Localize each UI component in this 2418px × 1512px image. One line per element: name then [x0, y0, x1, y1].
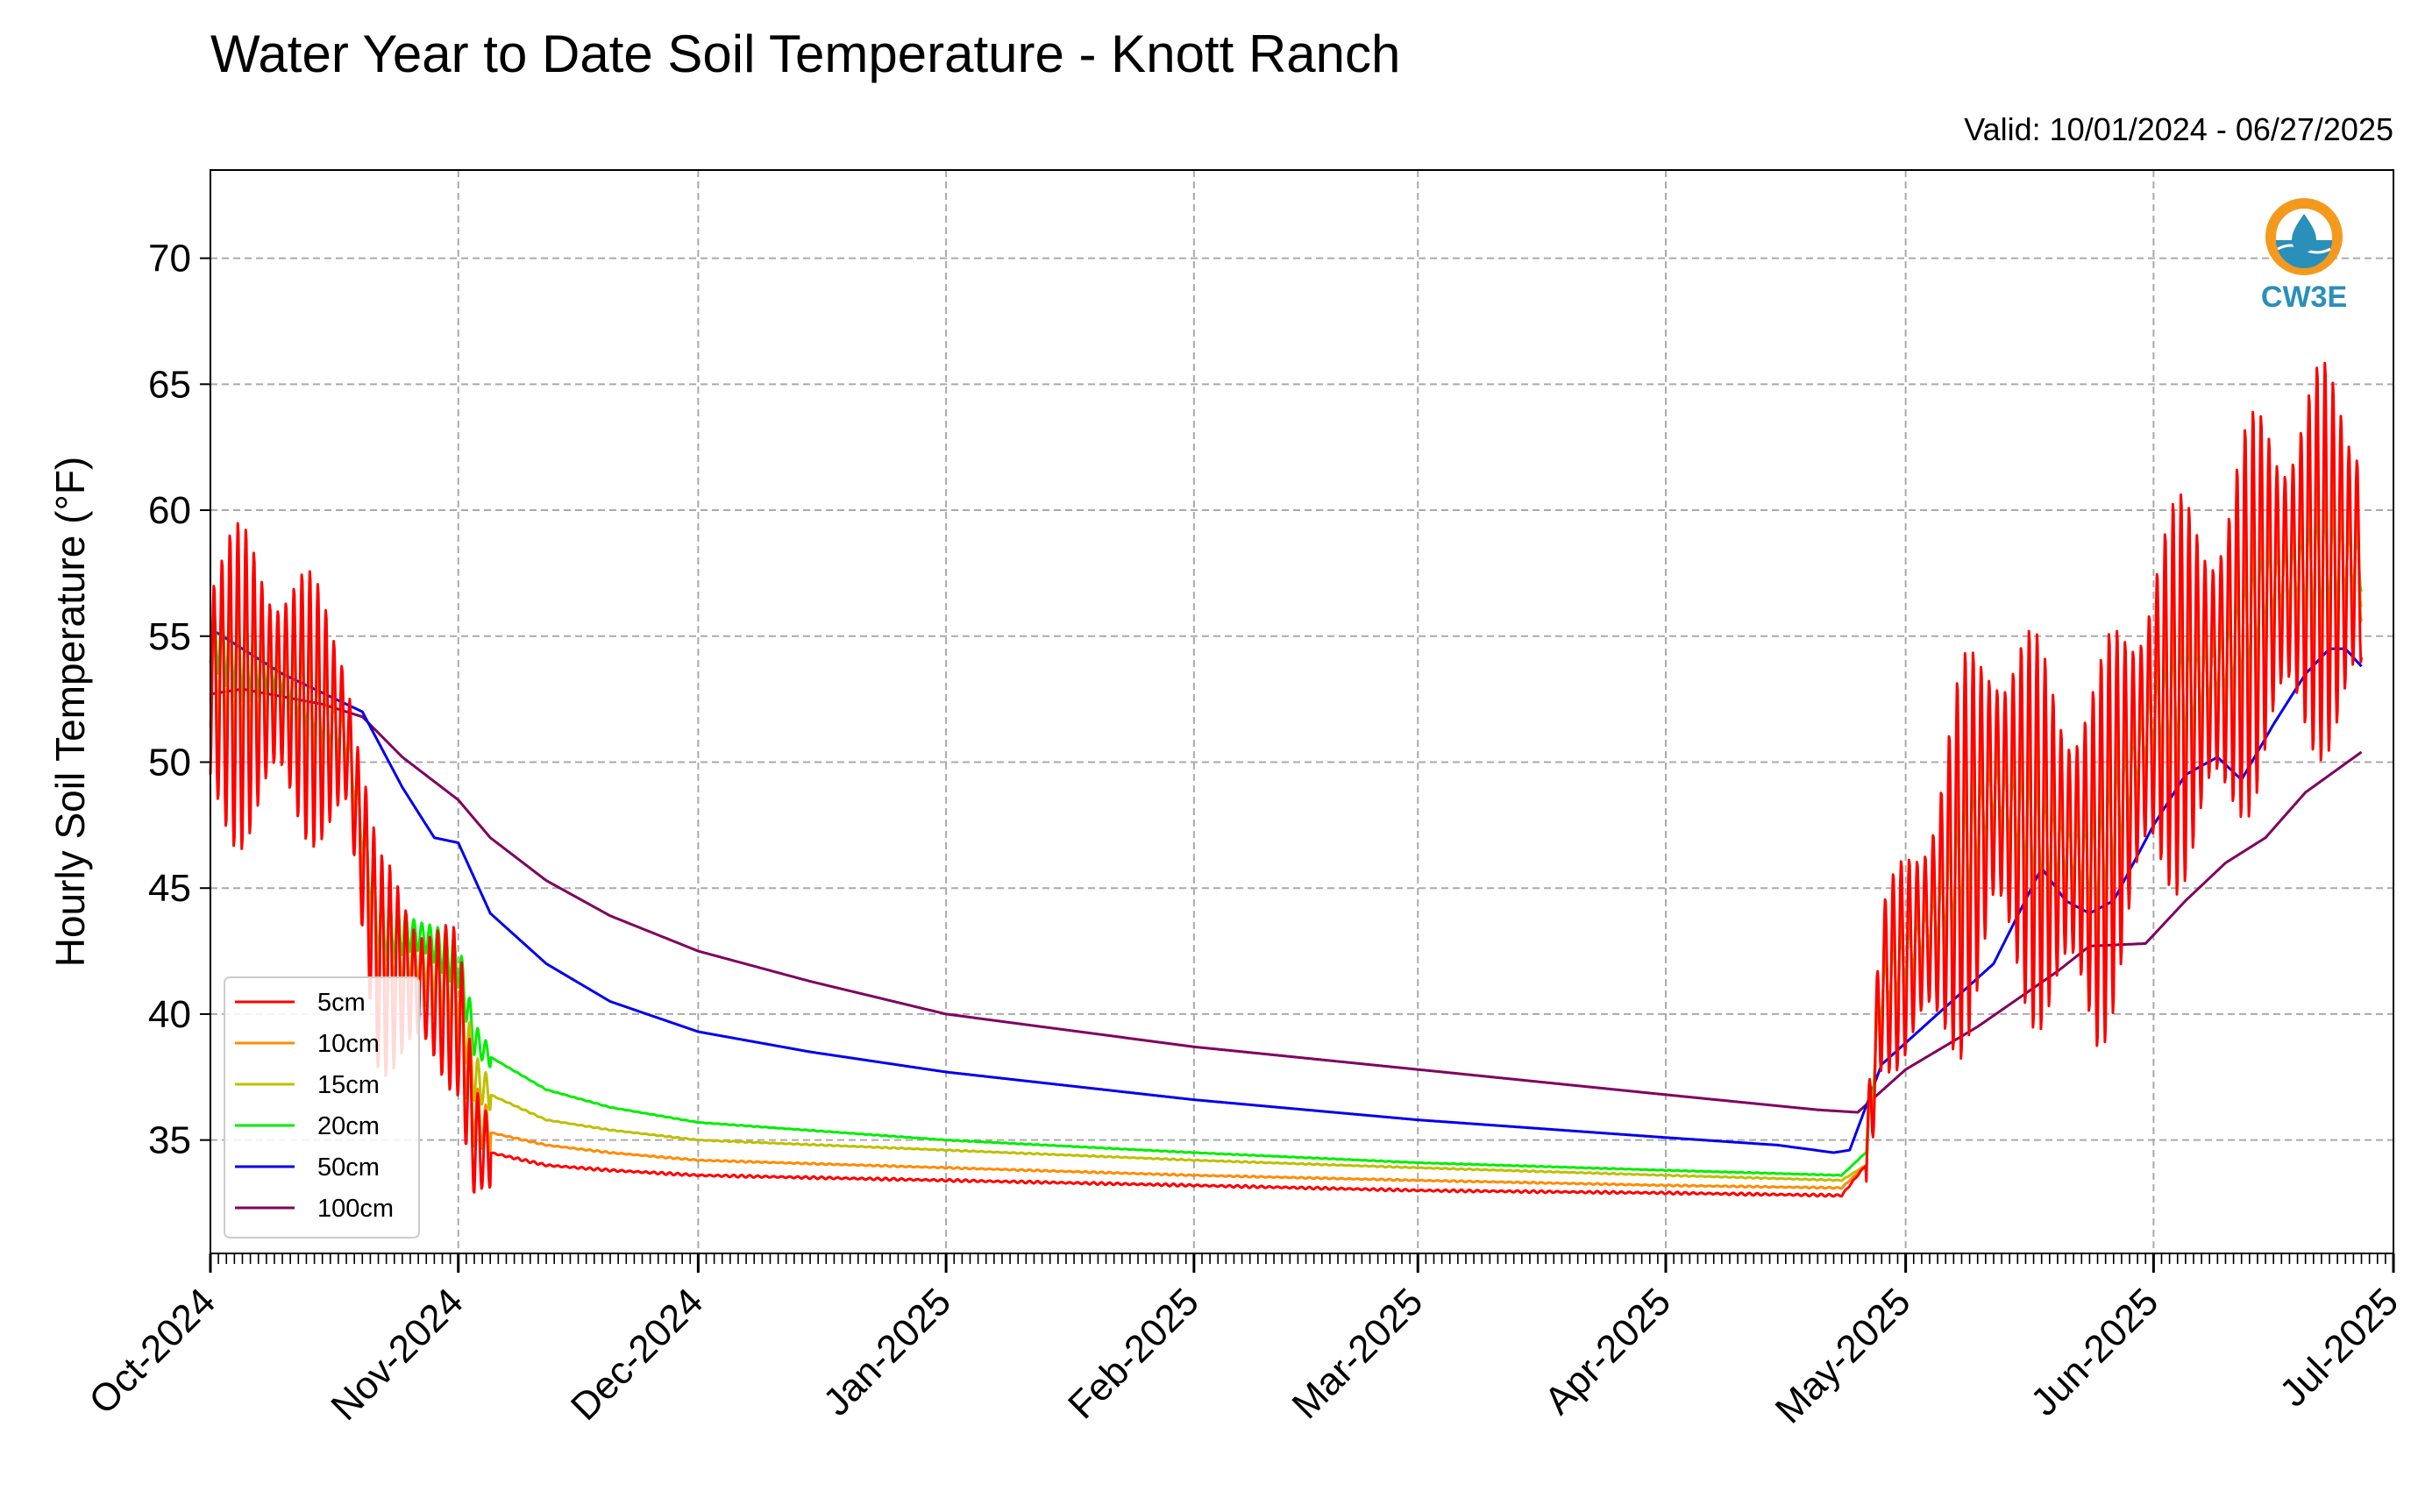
- minor-ticks: [210, 1253, 2394, 1264]
- legend-label-10cm: 10cm: [317, 1030, 380, 1058]
- plot-frame: [210, 169, 2394, 1254]
- x-tick-label: Mar-2025: [1284, 1280, 1432, 1427]
- y-tick-label: 35: [148, 1119, 191, 1162]
- y-axis: 35 40 45 50 55 60 65 70: [148, 238, 210, 1162]
- x-tick-label: Apr-2025: [1536, 1280, 1679, 1423]
- x-tick-label: Jun-2025: [2023, 1280, 2166, 1423]
- chart-title: Water Year to Date Soil Temperature - Kn…: [210, 25, 1400, 83]
- x-tick-label: Oct-2024: [81, 1280, 224, 1423]
- y-tick-label: 60: [148, 489, 191, 532]
- x-tick-label: Jan-2025: [815, 1280, 959, 1423]
- logo-text: CW3E: [2261, 280, 2347, 314]
- cw3e-logo: CW3E: [2261, 198, 2347, 314]
- y-axis-label: Hourly Soil Temperature (°F): [47, 457, 93, 968]
- x-tick-label: Nov-2024: [323, 1280, 472, 1429]
- series-line-50cm: [210, 627, 2363, 1154]
- water-drop-icon: [2292, 214, 2316, 252]
- series-line-5cm: [209, 361, 2363, 1198]
- y-tick-label: 50: [148, 741, 191, 784]
- x-tick-label: Dec-2024: [563, 1280, 712, 1429]
- legend-label-15cm: 15cm: [317, 1071, 380, 1099]
- y-tick-label: 65: [148, 363, 191, 406]
- legend-label-20cm: 20cm: [317, 1112, 380, 1140]
- y-tick-label: 55: [148, 615, 191, 658]
- y-tick-label: 45: [148, 867, 191, 910]
- series-line-100cm: [210, 687, 2363, 1114]
- x-tick-label: Jul-2025: [2272, 1280, 2407, 1415]
- logo-wave-band: [2276, 240, 2332, 268]
- y-tick-label: 40: [148, 993, 191, 1036]
- x-tick-label: Feb-2025: [1060, 1280, 1207, 1427]
- chart-subtitle: Valid: 10/01/2024 - 06/27/2025: [1964, 111, 2393, 147]
- legend-label-50cm: 50cm: [317, 1154, 380, 1182]
- x-axis: Oct-2024 Nov-2024 Dec-2024 Jan-2025 Feb-2025…: [81, 1253, 2407, 1431]
- legend: 5cm 10cm 15cm 20cm 50cm 100cm: [224, 976, 420, 1239]
- x-tick-label: May-2025: [1767, 1280, 1919, 1431]
- legend-label-100cm: 100cm: [317, 1195, 394, 1223]
- y-tick-label: 70: [148, 238, 191, 280]
- series-layer: [209, 361, 2363, 1198]
- legend-label-5cm: 5cm: [317, 989, 366, 1017]
- grid: [210, 170, 2393, 1253]
